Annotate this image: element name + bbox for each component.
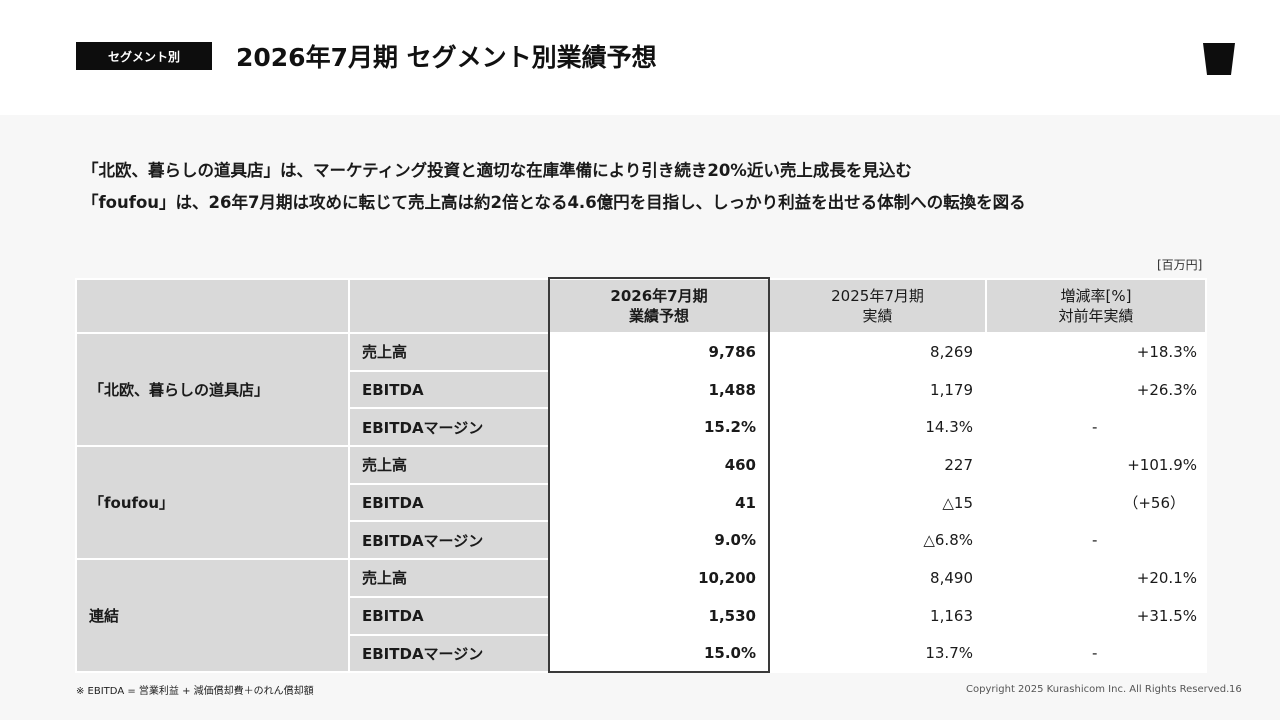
actual-value: 13.7% <box>768 633 987 674</box>
change-value: - <box>985 520 1207 561</box>
header-empty-segment <box>75 278 350 334</box>
table-row: 連結 売上高 10,200 8,490 +20.1% <box>75 558 1207 674</box>
slide-header: セグメント別 2026年7月期 セグメント別業績予想 <box>0 0 1280 115</box>
segment-forecast-table: 2026年7月期 業績予想 2025年7月期 実績 増減率[%] 対前年実績 「… <box>75 278 1207 674</box>
header-actual-2025: 2025年7月期 実績 <box>768 278 987 334</box>
section-tag: セグメント別 <box>76 42 212 70</box>
slide-title: 2026年7月期 セグメント別業績予想 <box>236 43 657 72</box>
footnote: ※ EBITDA = 営業利益 + 減価償却費＋のれん償却額 <box>76 686 314 697</box>
table-row: EBITDA 41 △15 （+56） <box>76 482 1207 523</box>
metric-label: 売上高 <box>348 558 550 598</box>
actual-value: 14.3% <box>768 407 987 448</box>
forecast-value: 1,488 <box>548 369 770 410</box>
actual-value: 1,163 <box>768 595 987 636</box>
segment-name: 「北欧、暮らしの道具店」 <box>75 331 350 448</box>
forecast-value: 9,786 <box>548 332 770 372</box>
lead-line-2: 「foufou」は、26年7月期は攻めに転じて売上高は約2倍となる4.6億円を目… <box>82 193 1026 212</box>
forecast-value: 41 <box>548 482 770 523</box>
forecast-value: 460 <box>548 445 770 485</box>
header-actual-line1: 2025年7月期 <box>831 287 924 305</box>
table-row: 「foufou」 売上高 460 227 +101.9% <box>75 445 1207 561</box>
forecast-value: 15.0% <box>548 633 770 674</box>
table-row: 「北欧、暮らしの道具店」 売上高 9,786 8,269 +18.3% <box>75 331 1207 448</box>
actual-value: △6.8% <box>768 520 987 561</box>
forecast-value: 1,530 <box>548 595 770 636</box>
copyright: Copyright 2025 Kurashicom Inc. All Right… <box>966 684 1230 695</box>
lead-line-1: 「北欧、暮らしの道具店」は、マーケティング投資と適切な在庫準備により引き続き20… <box>82 161 912 180</box>
metric-label: 売上高 <box>348 445 550 485</box>
header-change-rate: 増減率[%] 対前年実績 <box>985 278 1207 334</box>
header-actual-line2: 実績 <box>862 307 893 325</box>
metric-label: EBITDAマージン <box>348 407 550 448</box>
actual-value: 227 <box>768 445 987 485</box>
header-forecast-line1: 2026年7月期 <box>610 287 708 305</box>
segment-name: 「foufou」 <box>75 445 350 561</box>
forecast-value: 15.2% <box>548 407 770 448</box>
cup-logo-icon <box>1203 43 1235 75</box>
header-forecast-2026: 2026年7月期 業績予想 <box>548 278 770 334</box>
unit-label: [百万円] <box>1157 258 1203 272</box>
metric-label: EBITDA <box>348 595 550 636</box>
metric-label: EBITDAマージン <box>348 520 550 561</box>
metric-label: EBITDA <box>348 369 550 410</box>
change-value: （+56） <box>985 482 1207 523</box>
table-row: EBITDAマージン 15.2% 14.3% - <box>76 407 1207 448</box>
header-empty-metric <box>348 278 550 334</box>
change-value: +26.3% <box>985 369 1207 410</box>
table-row: EBITDA 1,530 1,163 +31.5% <box>76 595 1207 636</box>
forecast-value: 10,200 <box>548 558 770 598</box>
change-value: - <box>985 407 1207 448</box>
change-value: - <box>985 633 1207 674</box>
forecast-value: 9.0% <box>548 520 770 561</box>
change-value: +18.3% <box>985 332 1207 372</box>
actual-value: 1,179 <box>768 369 987 410</box>
page-number: 16 <box>1229 684 1242 695</box>
metric-label: EBITDAマージン <box>348 633 550 674</box>
header-change-line2: 対前年実績 <box>1058 307 1134 325</box>
table-row: EBITDAマージン 15.0% 13.7% - <box>76 633 1207 674</box>
metric-label: 売上高 <box>348 332 550 372</box>
change-value: +31.5% <box>985 595 1207 636</box>
header-forecast-line2: 業績予想 <box>628 307 689 325</box>
header-change-line1: 増減率[%] <box>1060 287 1132 305</box>
segment-name: 連結 <box>75 558 350 674</box>
change-value: +20.1% <box>985 558 1207 598</box>
lead-text: 「北欧、暮らしの道具店」は、マーケティング投資と適切な在庫準備により引き続き20… <box>82 155 1026 219</box>
actual-value: 8,269 <box>768 332 987 372</box>
actual-value: △15 <box>768 482 987 523</box>
actual-value: 8,490 <box>768 558 987 598</box>
table-header-row: 2026年7月期 業績予想 2025年7月期 実績 増減率[%] 対前年実績 <box>75 278 1207 334</box>
metric-label: EBITDA <box>348 482 550 523</box>
change-value: +101.9% <box>985 445 1207 485</box>
